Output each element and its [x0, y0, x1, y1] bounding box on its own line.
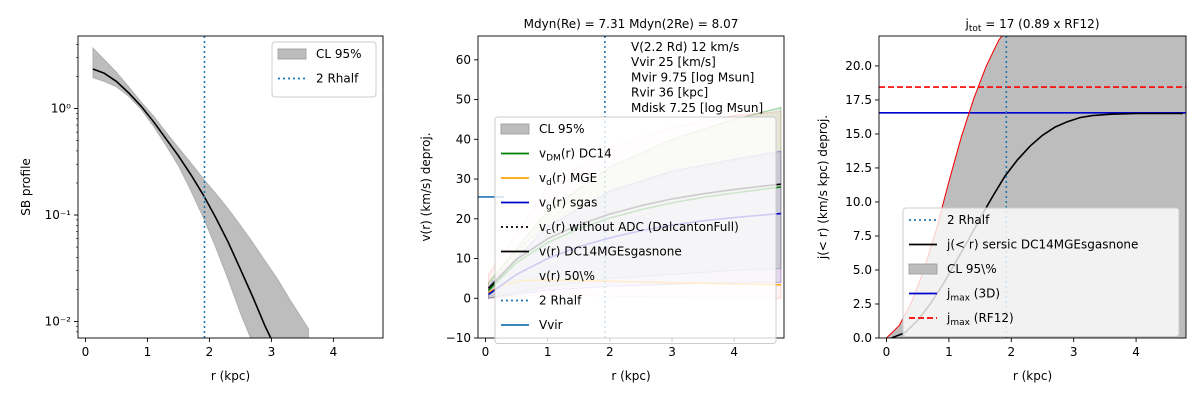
y-tick-label: 20.0	[845, 59, 872, 73]
legend-label: j(< r) sersic DC14MGEsgasnone	[946, 238, 1138, 252]
x-axis-label: r (kpc)	[211, 369, 250, 383]
y-tick-label: 20	[456, 212, 471, 226]
y-tick-label: 15.0	[845, 127, 872, 141]
x-axis-label: r (kpc)	[1013, 369, 1052, 383]
x-tick-label: 3	[268, 345, 276, 359]
x-tick-label: 0	[482, 345, 490, 359]
y-tick-label: 10	[456, 252, 471, 266]
x-tick-label: 0	[883, 345, 891, 359]
legend-label: CL 95%	[316, 47, 362, 61]
chart-title: Mdyn(Re) = 7.31 Mdyn(2Re) = 8.07	[524, 17, 739, 31]
y-axis-label: v(r) (km/s) deproj.	[419, 132, 433, 241]
legend-label: CL 95%	[539, 122, 585, 136]
chart-panel-left: 0 1 2 3 4 10⁻² 10⁻¹ 10⁰ r (kpc) SB profile CL 95% 2…	[19, 35, 384, 383]
x-tick-label: 4	[1132, 345, 1140, 359]
x-tick-label: 4	[330, 345, 338, 359]
y-axis-label: j(< r) (km/s kpc) deproj.	[816, 115, 830, 260]
legend-label: jmax (RF12)	[946, 311, 1014, 328]
annotation-text: Vvir 25 [km/s]	[631, 55, 716, 69]
legend-label: vc(r) without ADC (DalcantonFull)	[539, 220, 739, 237]
legend-label: vg(r) sgas	[539, 196, 597, 213]
y-tick-label: 0.0	[853, 331, 872, 345]
y-tick-label: 7.5	[853, 229, 872, 243]
y-tick-label: 50	[456, 93, 471, 107]
x-tick-label: 0	[82, 345, 90, 359]
legend-label: vd(r) MGE	[539, 171, 597, 188]
axes-frame	[77, 35, 384, 339]
y-tick-label: 17.5	[845, 93, 872, 107]
y-tick-label: 10⁰	[51, 102, 71, 116]
legend: CL 95% vDM(r) DC14 vd(r) MGE vg(r) sgas vc(r…	[494, 116, 777, 344]
y-tick-label: 30	[456, 172, 471, 186]
y-tick-label: 5.0	[853, 263, 872, 277]
y-tick-label: 40	[456, 132, 471, 146]
annotation-text: Mdisk 7.25 [log Msun]	[631, 101, 763, 115]
y-tick-label: −10	[446, 331, 471, 345]
y-tick-label: 10⁻²	[45, 315, 72, 329]
axes-frame	[878, 35, 1187, 339]
annotation-text: V(2.2 Rd) 12 km/s	[631, 40, 739, 54]
x-tick-label: 1	[544, 345, 552, 359]
confidence-band-0	[92, 46, 310, 338]
chart-panel-right: 0 1 2 3 4 0.0 2.5 5.0 7.5 10.0 12.5 15.0 17.5 20.0 r (…	[816, 17, 1187, 383]
plot-area	[92, 36, 310, 338]
x-tick-label: 3	[668, 345, 676, 359]
annotation-text: Rvir 36 [kpc]	[631, 86, 708, 100]
y-axis-label: SB profile	[19, 158, 33, 216]
legend-label: v(r) 50\%	[539, 269, 595, 283]
legend-label: 2 Rhalf	[539, 294, 582, 308]
y-tick-label: 12.5	[845, 161, 872, 175]
x-tick-label: 3	[1070, 345, 1078, 359]
legend-label: CL 95\%	[947, 262, 997, 276]
legend-swatch	[277, 48, 307, 60]
legend-label: jmax (3D)	[946, 287, 1000, 304]
x-tick-label: 1	[144, 345, 152, 359]
legend-swatch	[500, 123, 530, 135]
x-tick-label: 2	[606, 345, 614, 359]
y-tick-label: 60	[456, 53, 471, 67]
legend-label: vDM(r) DC14	[539, 147, 612, 164]
legend-label: 2 Rhalf	[947, 213, 990, 227]
legend: CL 95% 2 Rhalf	[271, 41, 377, 98]
y-tick-label: 10⁻¹	[45, 208, 72, 222]
annotation-text: Mvir 9.75 [log Msun]	[631, 70, 754, 84]
y-tick-label: 10.0	[845, 195, 872, 209]
legend-label: v(r) DC14MGEsgasnone	[539, 245, 682, 259]
series-line-0	[92, 68, 272, 338]
y-tick-label: 0	[463, 291, 471, 305]
legend: 2 Rhalf j(< r) sersic DC14MGEsgasnone CL 9…	[902, 207, 1180, 337]
chart-title: jtot = 17 (0.89 x RF12)	[964, 17, 1099, 34]
y-tick-label: 2.5	[853, 297, 872, 311]
legend-box	[902, 207, 1180, 337]
legend-label: Vvir	[539, 318, 563, 332]
legend-swatch	[908, 263, 938, 275]
x-tick-label: 2	[1007, 345, 1015, 359]
x-tick-label: 1	[945, 345, 953, 359]
x-tick-label: 2	[206, 345, 214, 359]
legend-label: 2 Rhalf	[316, 72, 359, 86]
x-tick-label: 4	[730, 345, 738, 359]
legend-box	[494, 116, 777, 344]
x-axis-label: r (kpc)	[611, 369, 650, 383]
chart-panel-middle: 0 1 2 3 4 −10 0 10 20 30 40 50 60 r (kpc) v(r) (km/s) …	[419, 17, 785, 383]
